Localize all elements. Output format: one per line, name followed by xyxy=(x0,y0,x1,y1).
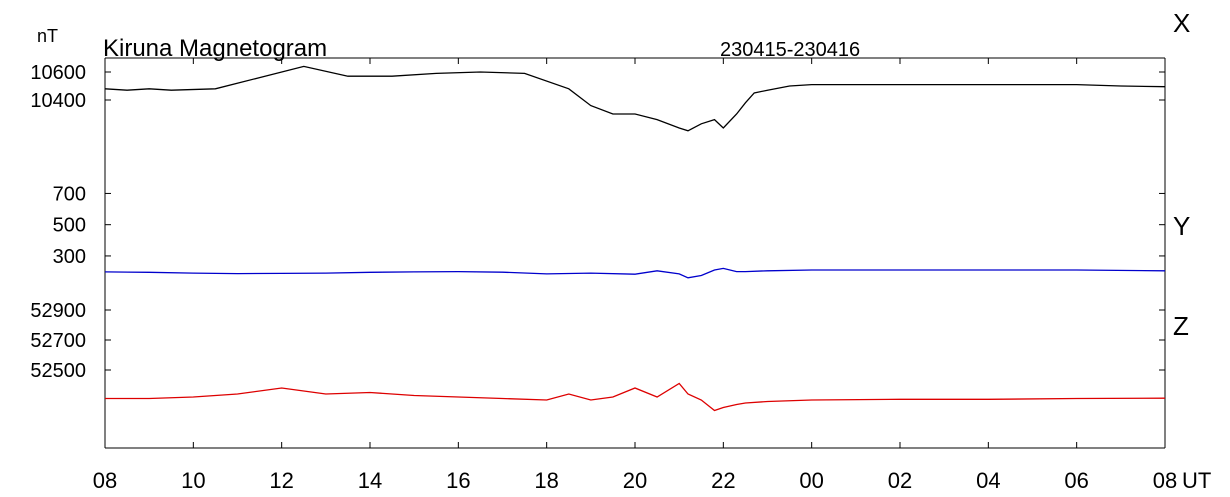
series-label-y: Y xyxy=(1173,211,1190,241)
x-tick-label: 18 xyxy=(534,468,558,493)
series-line-z xyxy=(105,382,1166,412)
x-tick-label: 16 xyxy=(446,468,470,493)
series-label-x: X xyxy=(1173,8,1190,38)
frame xyxy=(104,57,1166,449)
y-tick-label-y: 500 xyxy=(53,215,86,237)
series-layer xyxy=(104,65,1166,412)
chart-title: Kiruna Magnetogram xyxy=(103,35,327,62)
y-tick-label-y: 700 xyxy=(53,183,86,205)
y-tick-label-z: 52500 xyxy=(30,360,86,382)
x-tick-label: 04 xyxy=(976,468,1000,493)
date-range: 230415-230416 xyxy=(720,39,860,61)
unit-label: nT xyxy=(37,26,58,46)
x-tick-label: 22 xyxy=(711,468,735,493)
x-tick-label: 10 xyxy=(181,468,205,493)
series-label-z: Z xyxy=(1173,311,1189,341)
y-tick-label-x: 10600 xyxy=(30,62,86,84)
y-tick-label-z: 52900 xyxy=(30,300,86,322)
tick-layer: 08 10 12 14 16 18 20 22 00 02 04 06 08 X 10600 10400 Y 70… xyxy=(30,8,1190,493)
series-line-x xyxy=(104,65,1166,132)
y-tick-label-z: 52700 xyxy=(30,330,86,352)
x-tick-label: 12 xyxy=(269,468,293,493)
x-tick-label: 08 xyxy=(1153,468,1177,493)
x-tick-label: 06 xyxy=(1064,468,1088,493)
x-tick-label: 02 xyxy=(888,468,912,493)
series-line-y xyxy=(104,267,1166,279)
x-unit-label: UT xyxy=(1182,468,1211,493)
x-tick-label: 20 xyxy=(623,468,647,493)
x-tick-label: 08 xyxy=(93,468,117,493)
y-tick-label-x: 10400 xyxy=(30,90,86,112)
x-tick-label: 14 xyxy=(358,468,382,493)
y-tick-label-y: 300 xyxy=(53,246,86,268)
x-tick-label: 00 xyxy=(799,468,823,493)
